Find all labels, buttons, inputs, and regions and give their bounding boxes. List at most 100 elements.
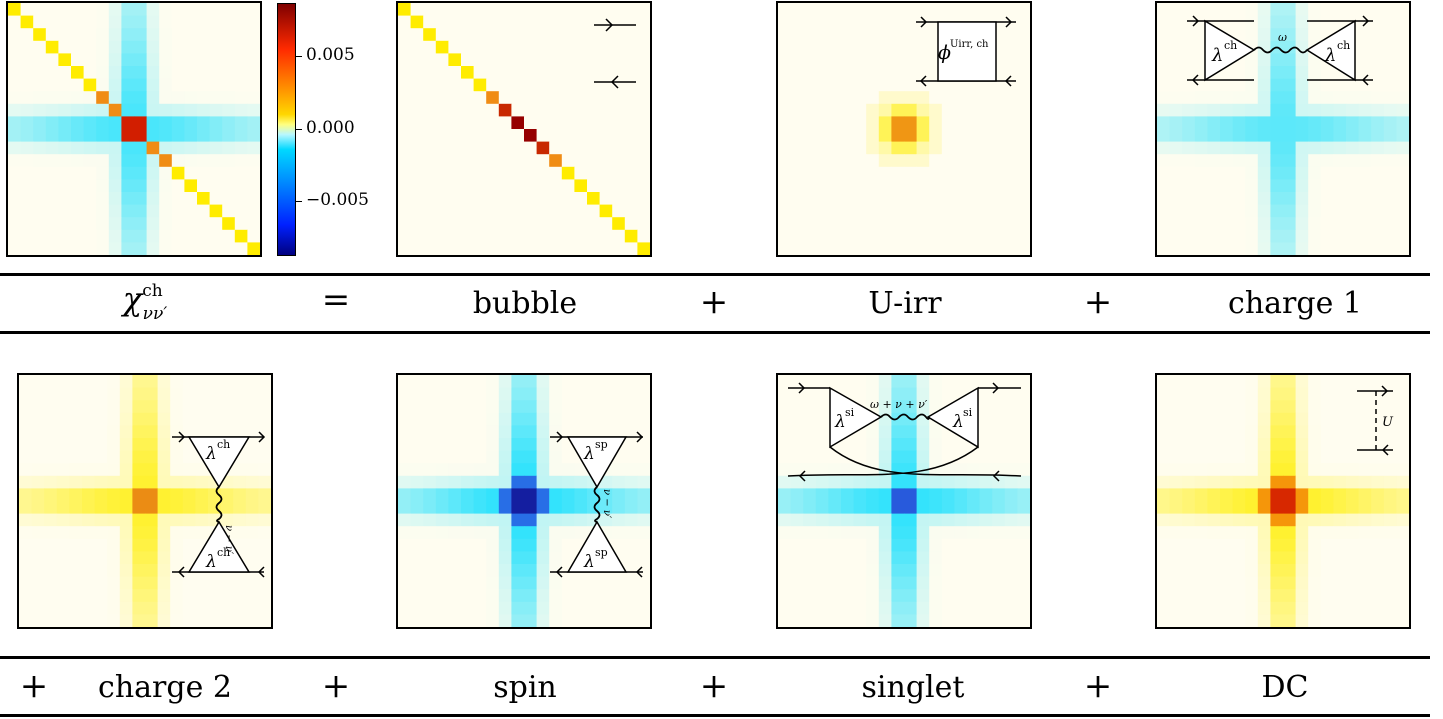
heatmap-dc-cell <box>1346 589 1359 603</box>
heatmap-dc-cell <box>1157 513 1170 527</box>
heatmap-bubble-cell <box>561 116 575 130</box>
heatmap-singlet-cell <box>878 450 892 464</box>
heatmap-bubble-cell <box>561 53 575 67</box>
heatmap-singlet-cell <box>841 538 854 552</box>
heatmap-charge-2-cell <box>69 375 83 388</box>
heatmap-u-irr-cell <box>891 40 905 54</box>
heatmap-spin-cell <box>448 375 462 388</box>
heatmap-charge-2-cell <box>56 463 70 477</box>
heatmap-singlet-cell <box>992 400 1006 414</box>
heatmap-bubble-cell <box>486 53 500 67</box>
heatmap-charge-1-cell <box>1295 66 1309 79</box>
heatmap-singlet-cell <box>866 564 880 577</box>
heatmap-dc-cell <box>1308 412 1322 426</box>
heatmap-dc-cell <box>1232 488 1246 502</box>
heatmap-spin-cell <box>599 551 613 565</box>
heatmap-u-irr-cell <box>967 166 980 180</box>
heatmap-charge-1-cell <box>1320 78 1334 92</box>
heatmap-dc-cell <box>1295 463 1309 477</box>
heatmap-dc-cell <box>1232 614 1246 627</box>
heatmap-spin-cell <box>448 526 462 540</box>
heatmap-spin-cell <box>587 475 600 489</box>
heatmap-spin-cell <box>461 488 474 502</box>
heatmap-chi-ch-cell <box>33 53 47 67</box>
heatmap-charge-2-cell <box>245 513 259 527</box>
heatmap-bubble-cell <box>486 192 500 205</box>
heatmap-bubble-cell <box>637 66 650 79</box>
heatmap-charge-2-cell <box>233 551 247 565</box>
heatmap-charge-2-cell <box>233 438 247 451</box>
heatmap-charge-2-cell <box>94 475 108 489</box>
heatmap-singlet-cell <box>954 475 968 489</box>
heatmap-dc-cell <box>1358 387 1372 401</box>
heatmap-bubble-cell <box>549 166 563 180</box>
heatmap-charge-2-cell <box>170 475 184 489</box>
heatmap-chi-ch-cell <box>209 154 223 168</box>
heatmap-spin <box>398 375 650 627</box>
heatmap-bubble-cell <box>624 3 638 16</box>
heatmap-charge-1-cell <box>1358 103 1372 117</box>
heatmap-charge-1-cell <box>1308 116 1322 130</box>
heatmap-spin-cell <box>410 513 424 527</box>
heatmap-charge-2-cell <box>132 475 146 489</box>
heatmap-singlet-cell <box>790 387 804 401</box>
heatmap-dc-cell <box>1320 488 1334 502</box>
heatmap-spin-cell <box>435 513 449 527</box>
heatmap-u-irr-cell <box>979 116 993 130</box>
heatmap-charge-1-cell <box>1333 229 1347 243</box>
heatmap-charge-1-cell <box>1358 179 1372 193</box>
heatmap-bubble-cell <box>398 242 411 255</box>
heatmap-dc-cell <box>1358 601 1372 615</box>
heatmap-chi-ch-cell <box>20 103 34 117</box>
heatmap-bubble-cell <box>423 229 437 243</box>
heatmap-chi-ch-cell <box>222 242 236 255</box>
heatmap-spin-cell <box>486 463 500 477</box>
heatmap-singlet-cell <box>967 551 980 565</box>
heatmap-bubble-cell <box>637 217 650 231</box>
heatmap-chi-ch-cell <box>20 217 34 231</box>
heatmap-chi-ch-cell <box>83 141 97 155</box>
heatmap-spin-cell <box>587 589 600 603</box>
heatmap-u-irr-cell <box>778 3 791 16</box>
heatmap-spin-cell <box>524 412 537 426</box>
heatmap-singlet-cell <box>841 551 854 565</box>
heatmap-spin-cell <box>398 614 411 627</box>
heatmap-bubble-cell <box>473 141 487 155</box>
heatmap-spin-cell <box>511 450 525 464</box>
heatmap-u-irr-cell <box>866 141 880 155</box>
heatmap-singlet-cell <box>992 513 1006 527</box>
heatmap-charge-2-cell <box>56 501 70 514</box>
heatmap-bubble-cell <box>549 53 563 67</box>
heatmap-bubble-cell <box>486 179 500 193</box>
heatmap-charge-2-cell <box>132 526 146 540</box>
heatmap-singlet-cell <box>878 375 892 388</box>
heatmap-dc-cell <box>1220 425 1233 439</box>
heatmap-chi-ch-cell <box>159 217 173 231</box>
heatmap-spin-cell <box>423 450 437 464</box>
heatmap-charge-1-cell <box>1383 103 1397 117</box>
heatmap-spin-cell <box>612 438 626 451</box>
heatmap-dc-cell <box>1346 450 1359 464</box>
heatmap-spin-cell <box>511 488 525 502</box>
heatmap-bubble-cell <box>423 40 437 54</box>
heatmap-singlet-cell <box>954 387 968 401</box>
heatmap-charge-1-cell <box>1308 166 1322 180</box>
heatmap-singlet-cell <box>929 463 943 477</box>
heatmap-spin-cell <box>561 551 575 565</box>
heatmap-charge-1-cell <box>1346 204 1359 218</box>
heatmap-u-irr-cell <box>790 192 804 205</box>
heatmap-chi-ch-cell <box>8 3 21 16</box>
heatmap-charge-2-cell <box>145 438 158 451</box>
heatmap-singlet-cell <box>841 576 854 590</box>
heatmap-bubble-cell <box>511 66 525 79</box>
heatmap-spin-cell <box>435 601 449 615</box>
heatmap-dc-cell <box>1295 375 1309 388</box>
heatmap-u-irr-cell <box>841 192 854 205</box>
heatmap-u-irr-cell <box>853 217 867 231</box>
heatmap-u-irr-cell <box>790 154 804 168</box>
panel-bubble <box>396 1 652 257</box>
heatmap-bubble-cell <box>448 242 462 255</box>
heatmap-u-irr-cell <box>904 217 917 231</box>
heatmap-chi-ch-cell <box>209 217 223 231</box>
heatmap-bubble-cell <box>612 28 626 42</box>
